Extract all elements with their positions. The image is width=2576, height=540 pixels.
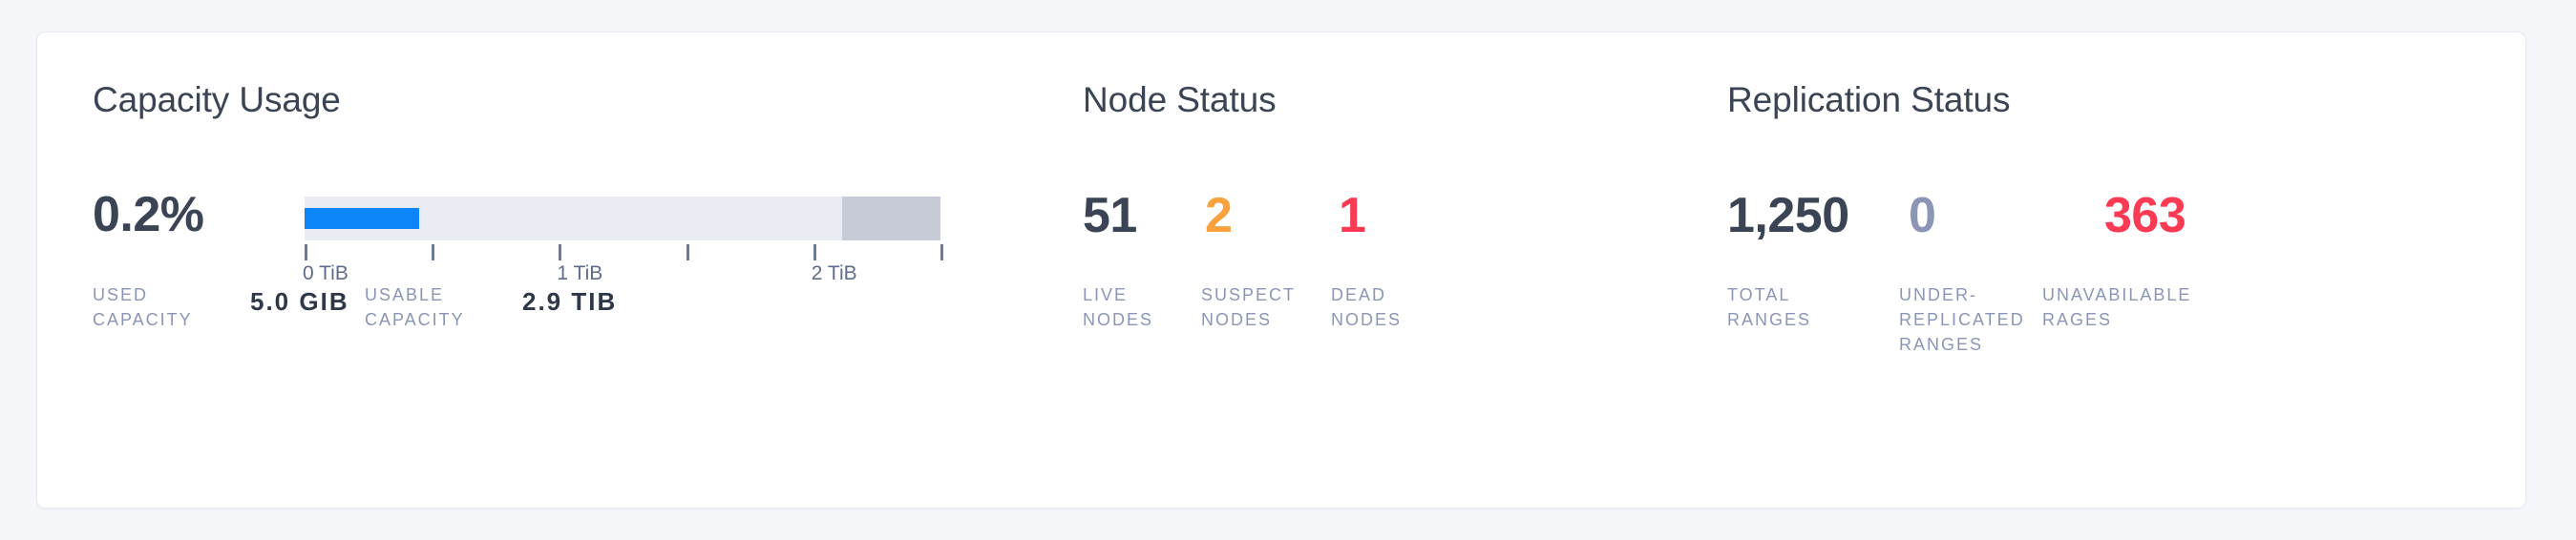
capacity-percent-value: 0.2% xyxy=(93,187,204,242)
node-status-section: Node Status 51 2 1 Live Nodes Suspect No… xyxy=(1083,32,1732,508)
total-ranges-value: 1,250 xyxy=(1727,188,1849,243)
axis-tick-mark xyxy=(559,244,562,260)
axis-tick-mark xyxy=(432,244,435,260)
used-capacity-label: Used Capacity xyxy=(93,285,193,330)
capacity-usage-section: Capacity Usage 0.2% 0 TiB 1 TiB 2 TiB Used… xyxy=(93,32,1057,508)
replication-status-title: Replication Status xyxy=(1727,80,2011,119)
usable-capacity-value: 2.9 TiB xyxy=(522,287,618,316)
live-nodes-label: Live Nodes xyxy=(1083,285,1154,330)
dead-nodes-value: 1 xyxy=(1339,188,1366,243)
unavailable-ranges-value: 363 xyxy=(2104,188,2186,243)
cluster-summary-card: Capacity Usage 0.2% 0 TiB 1 TiB 2 TiB Used… xyxy=(36,31,2526,509)
replication-status-section: Replication Status 1,250 0 363 Total Ran… xyxy=(1727,32,2510,508)
axis-tick-label: 1 TiB xyxy=(557,262,603,284)
axis-tick-mark xyxy=(305,244,307,260)
capacity-bar-overflow-segment xyxy=(842,197,940,240)
under-replicated-ranges-label: Under- Replicated Ranges xyxy=(1899,285,2025,355)
capacity-usage-bar-chart xyxy=(305,197,940,240)
live-nodes-value: 51 xyxy=(1083,188,1137,243)
node-status-title: Node Status xyxy=(1083,80,1277,119)
total-ranges-label: Total Ranges xyxy=(1727,285,1812,330)
suspect-nodes-value: 2 xyxy=(1205,188,1233,243)
axis-tick-label: 0 TiB xyxy=(303,262,348,284)
usable-capacity-label: Usable Capacity xyxy=(365,285,465,330)
axis-tick-mark xyxy=(940,244,943,260)
used-capacity-value: 5.0 GiB xyxy=(250,287,349,316)
suspect-nodes-label: Suspect Nodes xyxy=(1201,285,1297,330)
capacity-usage-title: Capacity Usage xyxy=(93,80,341,119)
under-replicated-ranges-value: 0 xyxy=(1909,188,1936,243)
dead-nodes-label: Dead Nodes xyxy=(1331,285,1403,330)
capacity-bar-axis: 0 TiB 1 TiB 2 TiB xyxy=(303,244,954,294)
axis-tick-label: 2 TiB xyxy=(811,262,857,284)
capacity-bar-used-fill xyxy=(305,208,419,229)
axis-tick-mark xyxy=(686,244,689,260)
unavailable-ranges-label: Unavabilable Rages xyxy=(2042,285,2192,330)
axis-tick-mark xyxy=(813,244,816,260)
